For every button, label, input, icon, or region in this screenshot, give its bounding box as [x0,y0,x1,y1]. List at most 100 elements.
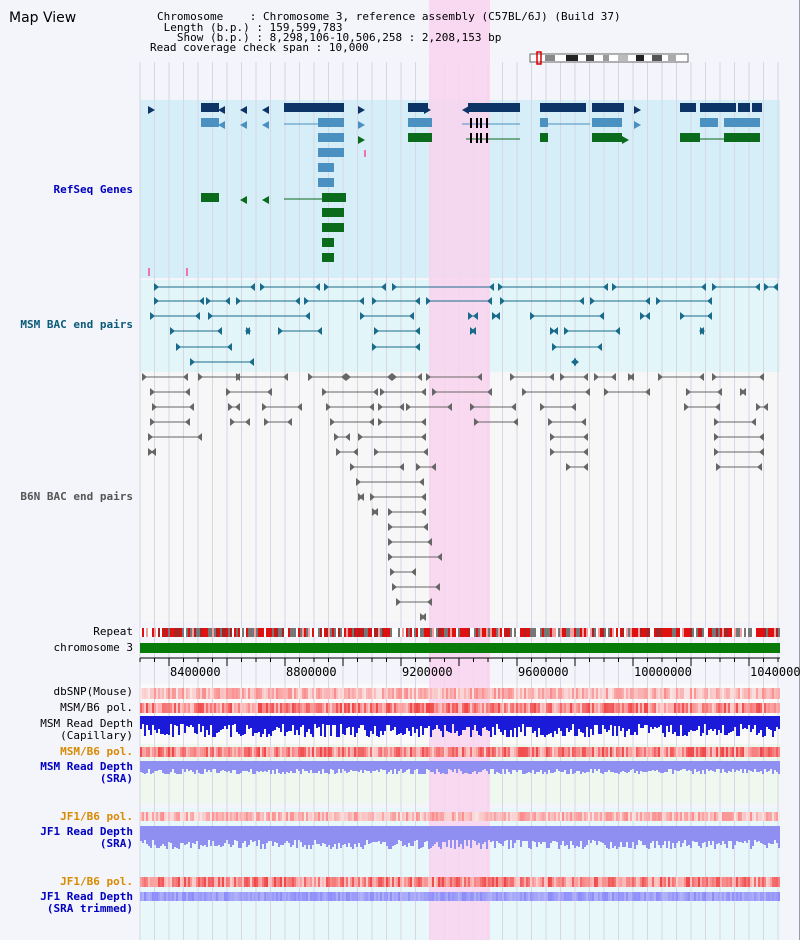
heat-strip-cell [174,747,176,757]
depth-bar [268,761,270,770]
heat-strip-cell [164,877,166,887]
heat-strip-cell [224,703,226,713]
heat-strip-cell [464,747,466,757]
depth-bar [760,716,762,730]
heat-strip-cell [238,747,240,757]
heat-strip-cell [536,892,538,901]
depth-bar [460,761,462,771]
heat-strip-cell [236,688,238,699]
heat-strip-cell [448,747,450,757]
heat-strip-cell [618,892,620,901]
track-label-jf1-depth-1[interactable]: JF1 Read Depth [40,825,133,838]
track-label-dbsnp[interactable]: dbSNP(Mouse) [53,685,133,698]
track-label-jf1-pol-1[interactable]: JF1/B6 pol. [60,810,133,823]
depth-bar [382,761,384,770]
heat-strip-cell [752,747,754,757]
track-label-jf1-trim-1[interactable]: JF1 Read Depth [40,890,133,903]
heat-strip-cell [686,892,688,901]
depth-bar [262,826,264,844]
depth-bar [480,716,482,736]
heat-strip-cell [226,812,228,821]
depth-bar [596,761,598,771]
heat-strip-cell [516,892,518,901]
track-label-msm-depth-sra-1[interactable]: MSM Read Depth [40,760,133,773]
heat-strip-cell [588,703,590,713]
repeat-segment [708,628,710,637]
heat-strip-cell [598,812,600,821]
heat-strip-cell [668,877,670,887]
track-label-chromosome[interactable]: chromosome 3 [53,641,133,654]
depth-bar [234,716,236,724]
depth-bar [208,826,210,840]
depth-bar [404,761,406,772]
heat-strip-cell [618,812,620,821]
heat-strip-cell [326,812,328,821]
heat-strip-cell [252,747,254,757]
heat-strip-cell [326,892,328,901]
heat-strip-cell [438,877,440,887]
depth-bar [758,826,760,841]
track-label-msm-depth-cap-1[interactable]: MSM Read Depth [40,717,133,730]
track-label-b6n-bac[interactable]: B6N BAC end pairs [20,490,133,503]
b6n-bac-pair-end [416,463,421,471]
heat-strip-cell [340,877,342,887]
gene-exon [592,103,624,112]
b6n-bac-pair-end [373,388,378,396]
heat-strip-cell [290,703,292,713]
b6n-bac-pair-end [583,433,588,441]
depth-bar [370,826,372,843]
depth-bar [604,826,606,845]
heat-strip-cell [708,812,710,821]
track-label-jf1-pol-2[interactable]: JF1/B6 pol. [60,875,133,888]
heat-strip-cell [642,892,644,901]
heat-strip-cell [430,747,432,757]
b6n-bac-pair-end [714,448,719,456]
heat-strip-cell [260,747,262,757]
depth-bar [264,761,266,771]
heat-strip-cell [442,747,444,757]
depth-bar [290,826,292,847]
heat-strip-cell [458,688,460,699]
heat-strip-cell [514,877,516,887]
repeat-segment [770,628,772,637]
heat-strip-cell [532,892,534,901]
heat-strip-cell [540,747,542,757]
depth-bar [504,716,506,730]
depth-bar [164,826,166,846]
gene-exon [408,133,432,142]
depth-bar [646,826,648,848]
heat-strip-cell [418,688,420,699]
track-label-msm-bac[interactable]: MSM BAC end pairs [20,318,133,331]
heat-strip-cell [302,688,304,699]
depth-bar [506,761,508,769]
heat-strip-cell [278,877,280,887]
depth-bar [202,826,204,846]
depth-bar [656,716,658,728]
heat-strip-cell [320,688,322,699]
heat-strip-cell [614,892,616,901]
heat-strip-cell [524,703,526,713]
depth-bar [388,761,390,772]
b6n-bac-pair-end [751,418,756,426]
track-label-refseq[interactable]: RefSeq Genes [53,183,133,196]
heat-strip-cell [632,877,634,887]
depth-bar [674,826,676,848]
depth-bar [640,761,642,771]
track-label-repeat[interactable]: Repeat [93,625,133,638]
b6n-bac-pair-end [419,478,424,486]
heat-strip-cell [250,877,252,887]
depth-bar [274,716,276,730]
depth-bar [422,761,424,774]
depth-bar [756,716,758,735]
heat-strip-cell [234,703,236,713]
heat-strip-cell [672,688,674,699]
track-label-msm-pol-1[interactable]: MSM/B6 pol. [60,701,133,714]
depth-bar [682,826,684,843]
depth-bar [348,826,350,843]
heat-strip-cell [636,703,638,713]
track-label-msm-pol-2[interactable]: MSM/B6 pol. [60,745,133,758]
depth-bar [240,716,242,736]
heat-strip-cell [350,877,352,887]
heat-strip-cell [694,812,696,821]
